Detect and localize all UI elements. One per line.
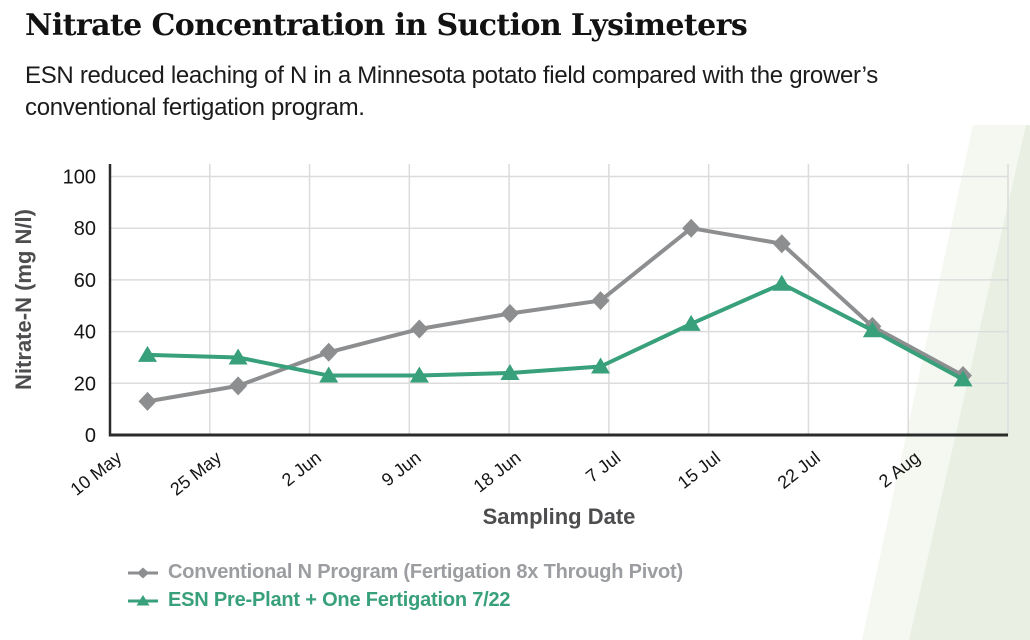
y-tick-label: 20 — [74, 373, 96, 395]
y-tick-label: 80 — [74, 218, 96, 240]
triangle-marker — [953, 370, 973, 387]
triangle-marker — [319, 366, 339, 383]
x-tick-label: 25 May — [166, 447, 225, 499]
y-tick-label: 60 — [74, 270, 96, 292]
page-title: Nitrate Concentration in Suction Lysimet… — [25, 8, 748, 43]
diamond-marker — [138, 391, 157, 411]
legend-label: ESN Pre-Plant + One Fertigation 7/22 — [168, 589, 511, 611]
triangle-marker — [409, 366, 429, 383]
x-tick-label: 18 Jun — [470, 447, 525, 496]
x-tick-label: 2 Aug — [875, 447, 924, 491]
series-line-1 — [145, 281, 965, 382]
diamond-marker — [591, 291, 610, 311]
series-line-0 — [145, 226, 965, 404]
x-tick-label: 22 Jul — [774, 447, 824, 492]
triangle-marker — [500, 363, 520, 380]
page-subtitle: ESN reduced leaching of N in a Minnesota… — [25, 62, 878, 121]
y-tick-label: 40 — [74, 322, 96, 344]
triangle-marker — [228, 348, 248, 365]
triangle-marker — [862, 321, 882, 338]
diamond-marker — [500, 304, 519, 324]
y-axis-title: Nitrate-N (mg N/l) — [11, 209, 36, 390]
triangle-marker — [591, 357, 611, 374]
triangle-marker — [138, 345, 157, 362]
diamond-marker — [410, 319, 429, 339]
legend-diamond-icon — [128, 567, 158, 578]
x-tick-label: 7 Jul — [582, 447, 624, 486]
x-tick-label: 10 May — [67, 447, 126, 499]
triangle-marker — [772, 274, 792, 291]
x-tick-label: 15 Jul — [674, 447, 724, 492]
y-tick-label: 0 — [85, 425, 96, 447]
triangle-marker — [681, 314, 701, 331]
y-tick-label: 100 — [63, 167, 96, 189]
x-axis-title: Sampling Date — [483, 504, 636, 529]
x-tick-label: 2 Jun — [278, 447, 325, 490]
legend-label: Conventional N Program (Fertigation 8x T… — [168, 561, 683, 583]
diamond-marker — [319, 342, 338, 362]
legend-item-1: ESN Pre-Plant + One Fertigation 7/22 — [127, 589, 683, 612]
legend-triangle-icon — [128, 594, 158, 605]
diamond-marker — [682, 218, 701, 238]
chart-legend: Conventional N Program (Fertigation 8x T… — [127, 561, 683, 612]
diamond-marker — [772, 234, 791, 254]
diamond-marker — [229, 376, 248, 396]
legend-item-0: Conventional N Program (Fertigation 8x T… — [127, 561, 683, 584]
x-tick-label: 9 Jun — [378, 447, 425, 490]
